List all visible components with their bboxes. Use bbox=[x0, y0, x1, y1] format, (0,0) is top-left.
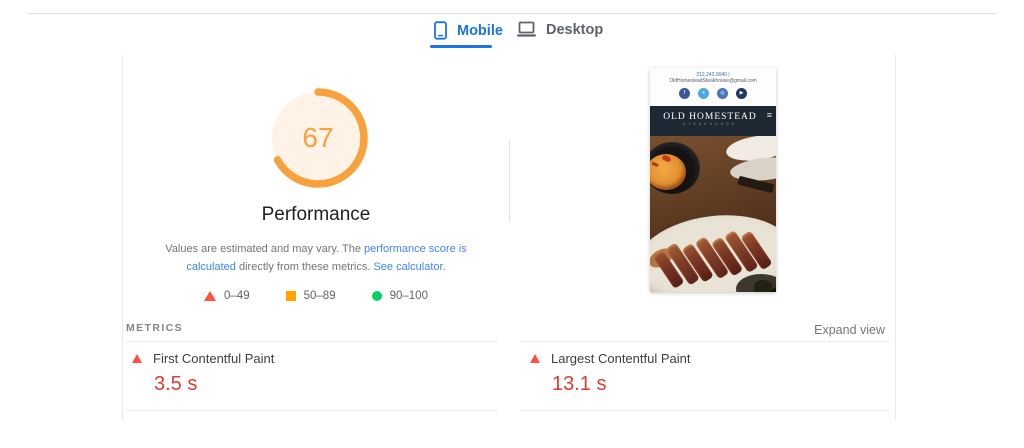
metric-row-separator-left bbox=[126, 410, 498, 411]
youtube-icon: ▶ bbox=[736, 88, 747, 99]
tab-desktop-label: Desktop bbox=[546, 21, 604, 38]
card-left-border bbox=[122, 55, 123, 420]
performance-title: Performance bbox=[261, 204, 371, 225]
green-circle-icon bbox=[371, 291, 382, 301]
metric-value: 13.1 s bbox=[552, 373, 607, 395]
metrics-header-separator-left bbox=[126, 341, 498, 342]
thumbnail-email: OldHomesteadSteakhouse@gmail.com bbox=[669, 78, 757, 84]
top-divider bbox=[28, 13, 996, 14]
thumbnail-site-tagline: STEAKHOUSE bbox=[683, 122, 737, 126]
score-legend: 0–49 50–89 90–100 bbox=[122, 290, 510, 302]
tab-mobile-active-indicator bbox=[430, 45, 492, 48]
performance-gauge: 67 bbox=[266, 86, 370, 190]
orange-square-icon bbox=[285, 291, 296, 301]
metrics-header-separator-right bbox=[520, 341, 890, 342]
metric-first-contentful-paint: First Contentful Paint 3.5 s bbox=[132, 351, 274, 396]
card-right-border bbox=[895, 55, 896, 420]
poor-score-triangle-icon bbox=[132, 354, 142, 363]
tab-mobile[interactable]: Mobile bbox=[433, 21, 503, 40]
legend-fail-label: 0–49 bbox=[224, 290, 250, 302]
facebook-icon: f bbox=[679, 88, 690, 99]
desktop-laptop-icon bbox=[517, 21, 536, 37]
thumbnail-navbar: OLD HOMESTEAD STEAKHOUSE ≡ bbox=[650, 106, 776, 136]
legend-fail: 0–49 bbox=[204, 290, 250, 302]
page-screenshot-thumbnail: 212.242.9040 | OldHomesteadSteakhouse@gm… bbox=[650, 68, 776, 292]
legend-average: 50–89 bbox=[285, 290, 336, 302]
metric-row-separator-right bbox=[520, 410, 890, 411]
legend-pass-label: 90–100 bbox=[389, 290, 428, 302]
photo-mac-cheese-bowl bbox=[650, 142, 700, 194]
calculated-link[interactable]: performance score is calculated bbox=[186, 243, 467, 273]
tab-mobile-label: Mobile bbox=[457, 22, 503, 39]
gauge-arc-svg bbox=[268, 88, 368, 188]
poor-score-triangle-icon bbox=[530, 354, 540, 363]
instagram-icon: ◎ bbox=[717, 88, 728, 99]
hamburger-menu-icon: ≡ bbox=[766, 110, 772, 120]
mobile-phone-icon bbox=[434, 21, 447, 40]
twitter-icon: x bbox=[698, 88, 709, 99]
metric-largest-contentful-paint: Largest Contentful Paint 13.1 s bbox=[530, 351, 690, 396]
score-arc bbox=[268, 88, 368, 188]
metric-value: 3.5 s bbox=[154, 373, 198, 395]
legend-pass: 90–100 bbox=[371, 290, 428, 302]
photo-shadow-corner bbox=[736, 274, 776, 292]
metric-name: First Contentful Paint bbox=[153, 351, 275, 366]
score-disclaimer: Values are estimated and may vary. The p… bbox=[146, 241, 486, 276]
thumbnail-contact-bar: 212.242.9040 | OldHomesteadSteakhouse@gm… bbox=[650, 68, 776, 106]
disclaimer-text-2: directly from these metrics. bbox=[238, 260, 371, 273]
performance-score: 67 bbox=[302, 122, 334, 153]
expand-view-button[interactable]: Expand view bbox=[814, 323, 885, 337]
thumbnail-site-logo: OLD HOMESTEAD bbox=[663, 112, 757, 122]
metrics-section-heading: METRICS bbox=[126, 322, 184, 334]
legend-average-label: 50–89 bbox=[303, 290, 336, 302]
thumbnail-hero-photo bbox=[650, 136, 776, 292]
thumbnail-phone-number: 212.242.9040 | bbox=[696, 72, 730, 78]
thumbnail-social-icons: f x ◎ ▶ bbox=[650, 88, 776, 99]
score-screenshot-divider bbox=[509, 140, 510, 222]
metric-name: Largest Contentful Paint bbox=[551, 351, 691, 366]
see-calculator-link[interactable]: See calculator. bbox=[373, 260, 446, 273]
red-triangle-icon bbox=[204, 291, 217, 301]
disclaimer-text: Values are estimated and may vary. The bbox=[165, 243, 361, 255]
tab-desktop[interactable]: Desktop bbox=[516, 21, 603, 38]
